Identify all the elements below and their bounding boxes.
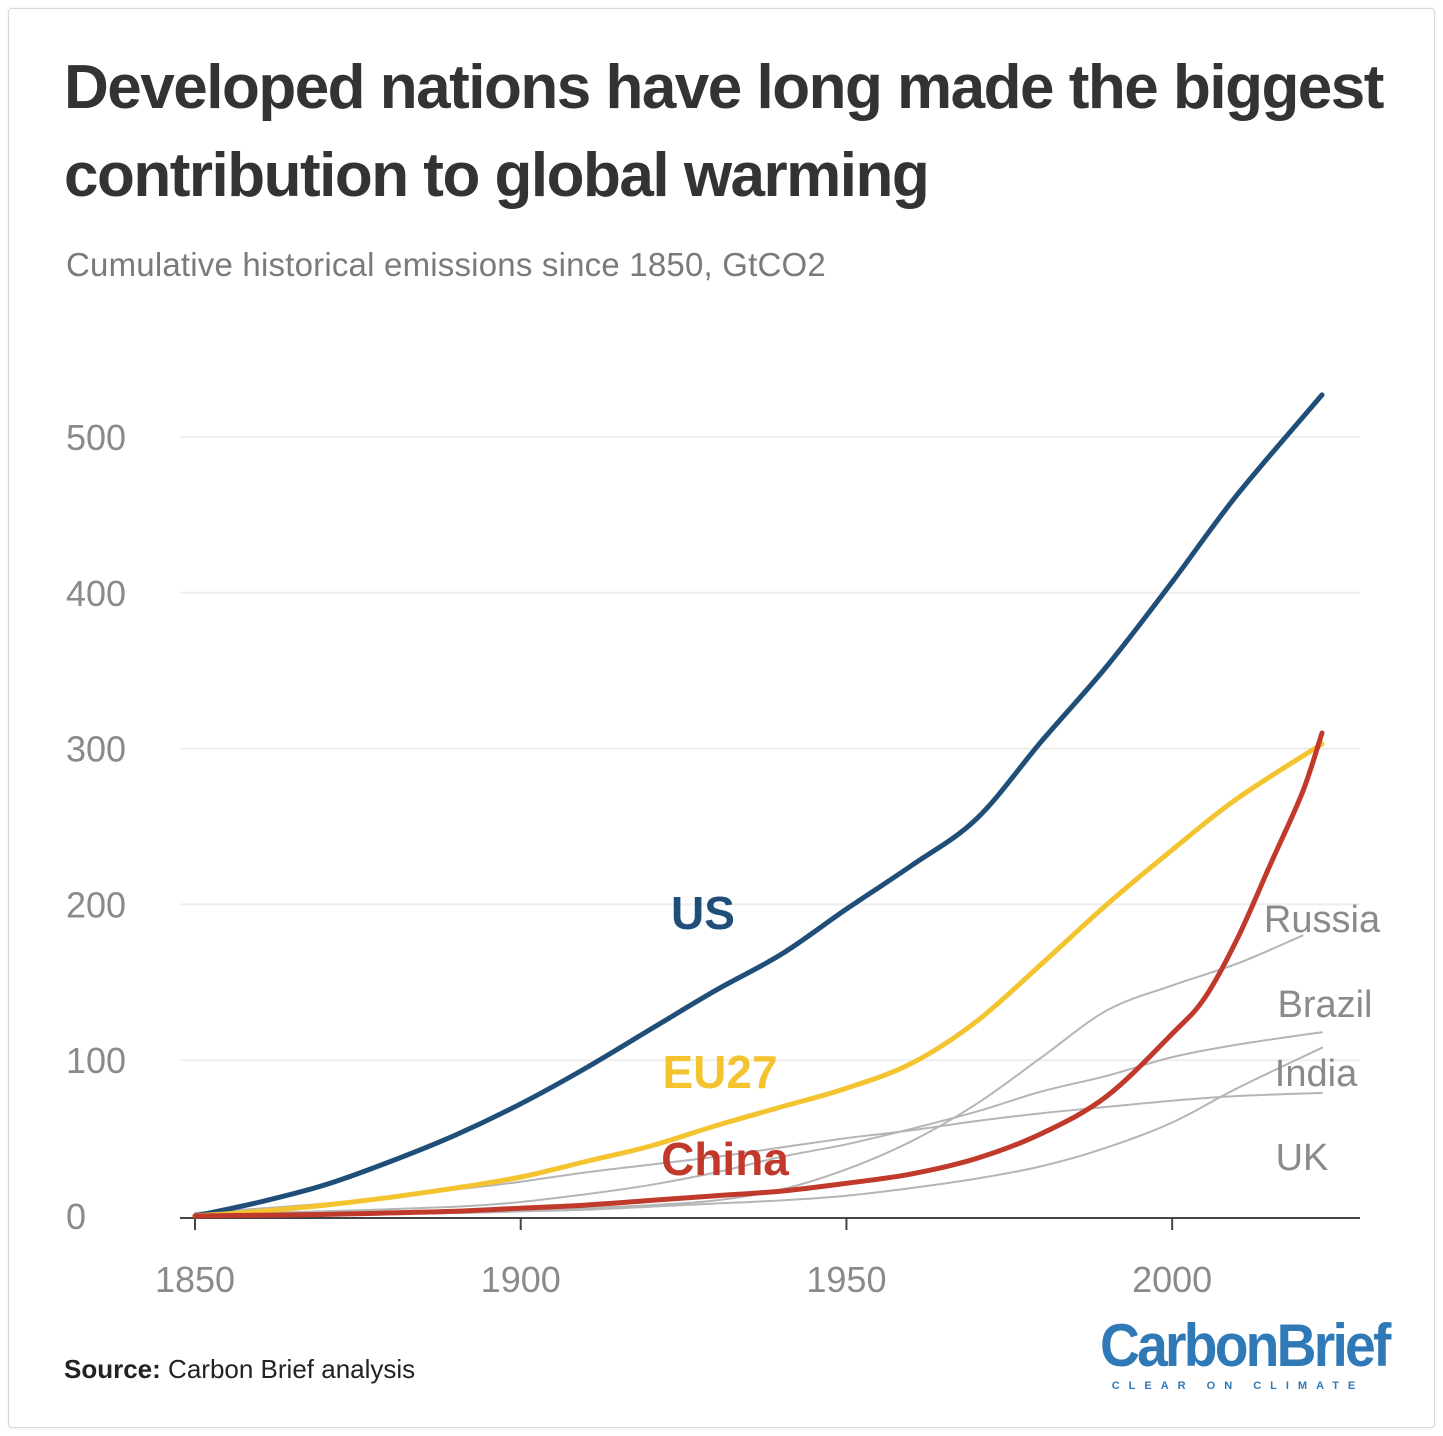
series-line-us [192,392,1325,1219]
series-line-eu27 [192,741,1325,1219]
series-label-uk: UK [1276,1137,1329,1179]
y-tick-label: 500 [66,417,126,458]
y-tick-label: 100 [66,1040,126,1081]
y-axis-ticks: 0 100 200 300 400 500 [66,417,126,1237]
series-labels: US EU27 China Russia Brazil India UK [661,887,1381,1185]
series-label-brazil: Brazil [1277,984,1372,1026]
x-tick-label: 1950 [806,1259,886,1300]
source-label: Source: [64,1354,161,1384]
chart-card [8,8,1435,1428]
source-text: Carbon Brief analysis [168,1354,416,1384]
chart-subtitle: Cumulative historical emissions since 18… [66,246,826,283]
logo-wordmark: CarbonBrief [1100,1312,1391,1379]
x-tick-label: 1850 [155,1259,235,1300]
series-label-china: China [661,1133,789,1185]
gridlines [180,436,1360,1219]
series-line-china [192,730,1325,1219]
carbon-brief-logo: CarbonBrief CLEAR ON CLIMATE [1088,1312,1391,1392]
series-lines [192,392,1325,1219]
y-tick-label: 200 [66,884,126,925]
series-label-russia: Russia [1264,899,1381,941]
chart-title: Developed nations have long made the big… [64,53,1384,210]
y-tick-label: 400 [66,573,126,614]
y-tick-label: 300 [66,729,126,770]
x-axis-ticks: 1850 1900 1950 2000 [155,1218,1212,1300]
x-tick-label: 2000 [1132,1259,1212,1300]
logo-tagline: CLEAR ON CLIMATE [1111,1380,1365,1392]
y-tick-label: 0 [66,1196,86,1237]
series-label-eu27: EU27 [662,1046,777,1098]
series-label-us: US [671,887,735,939]
x-tick-label: 1900 [481,1259,561,1300]
series-label-india: India [1275,1053,1358,1095]
source-note: Source: Carbon Brief analysis [64,1354,415,1385]
